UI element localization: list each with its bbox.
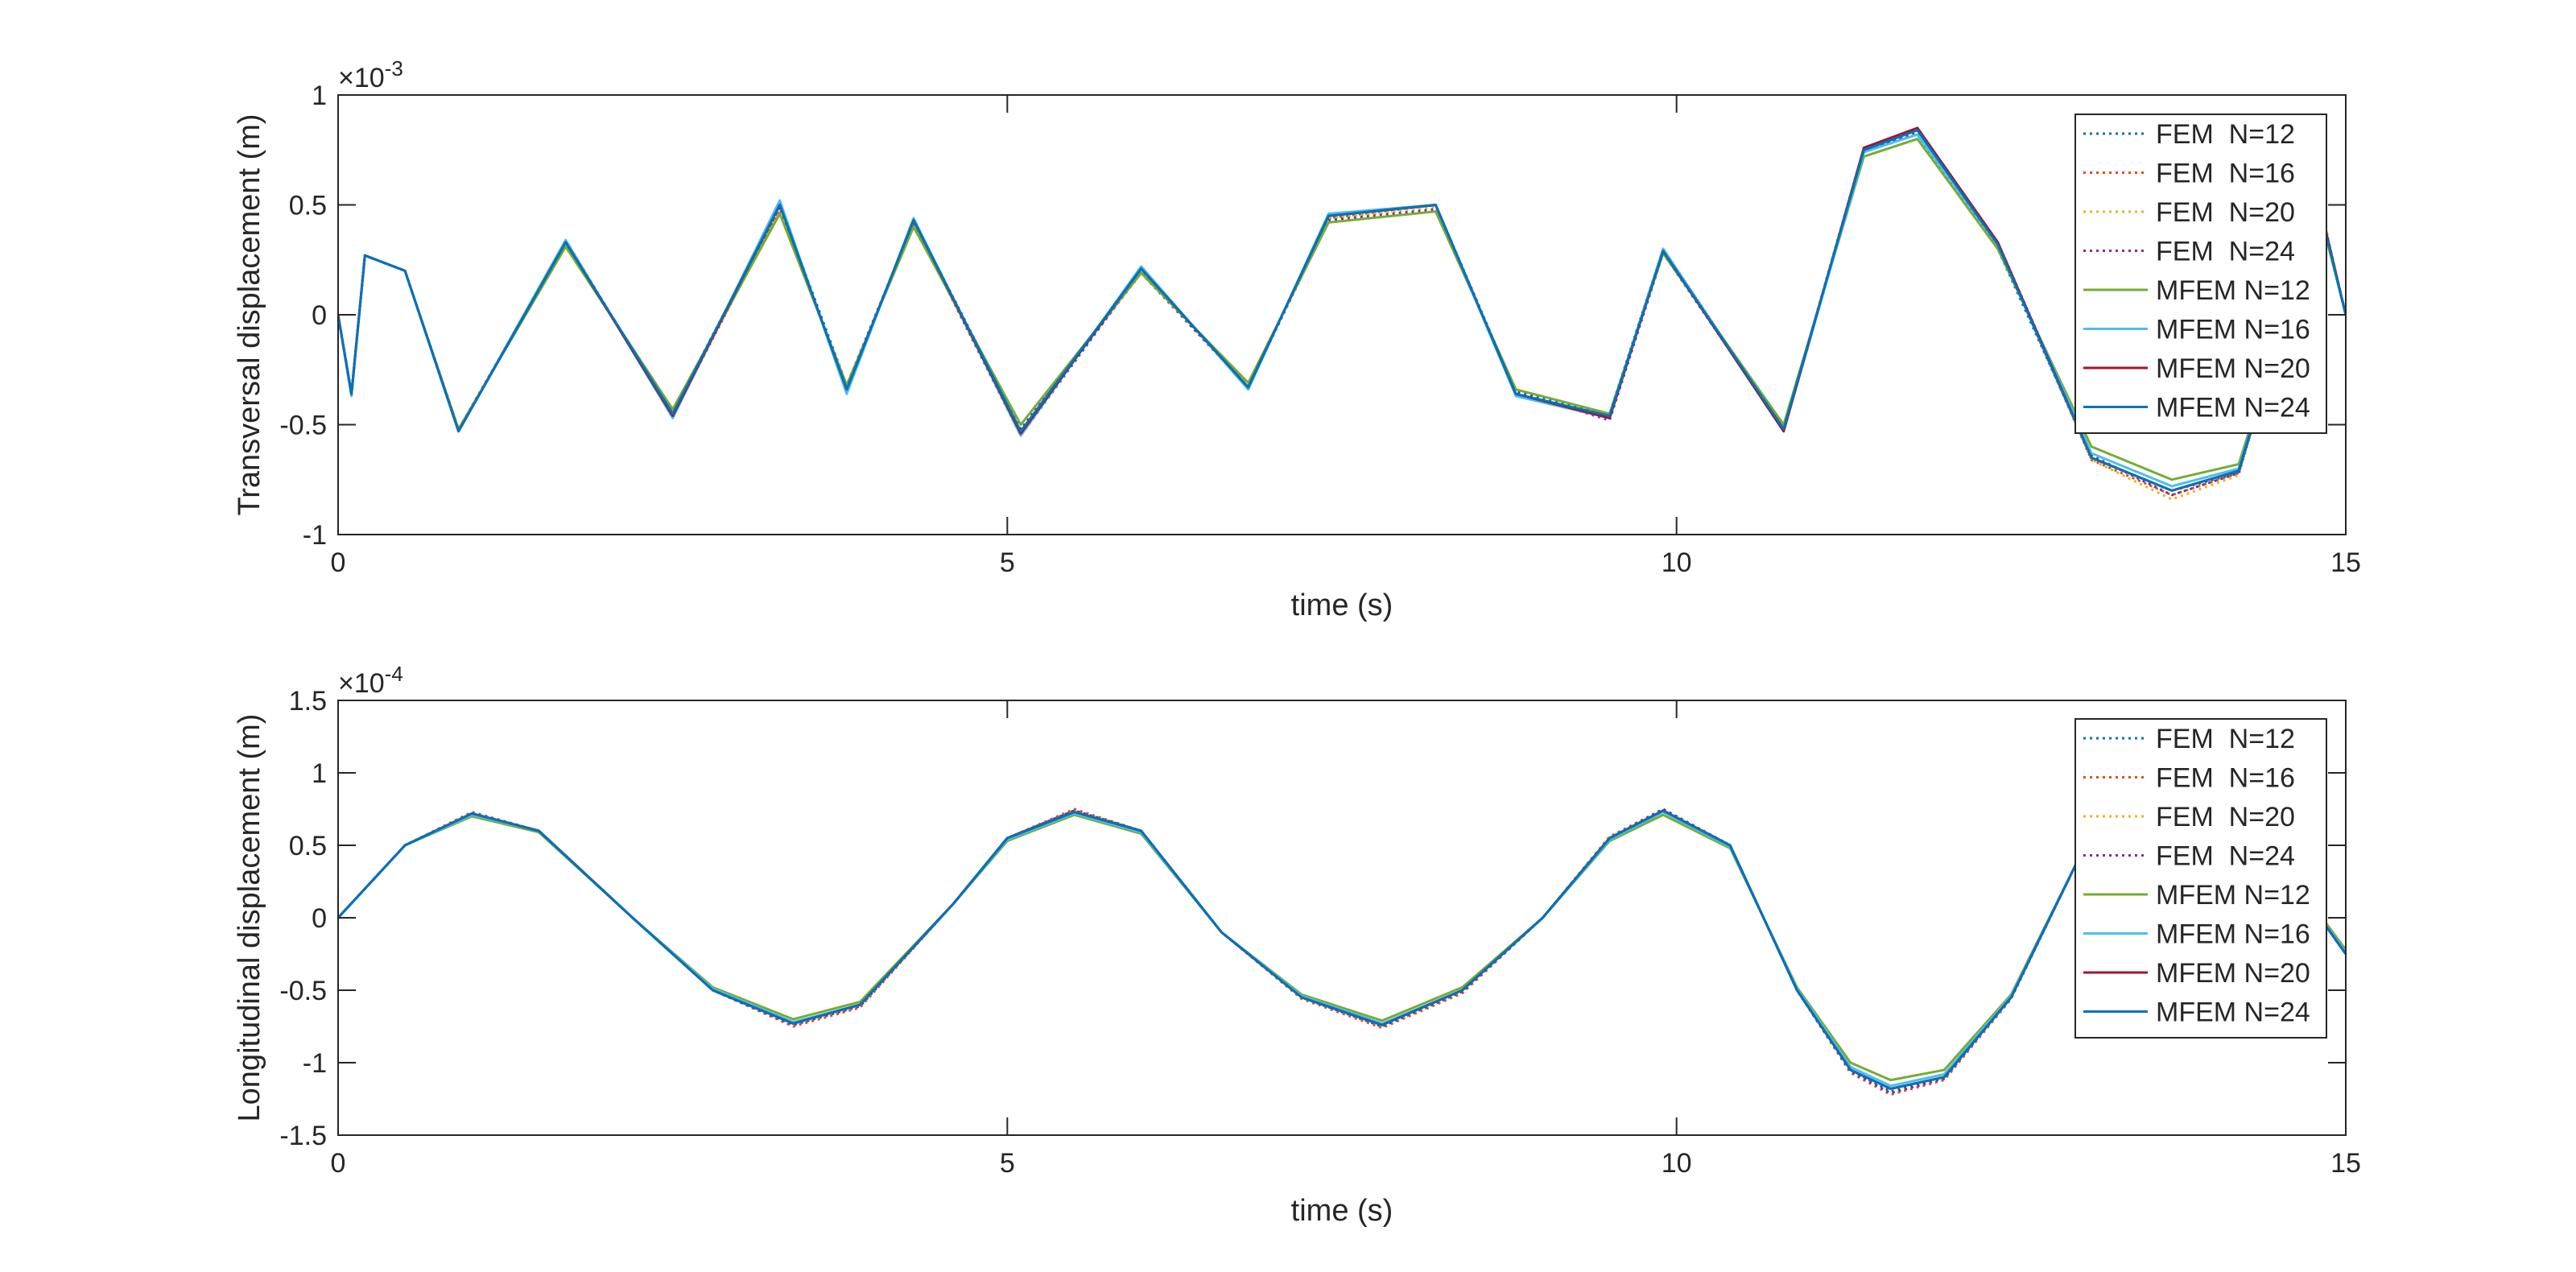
longitudinal-legend-label-mfem-n-12: MFEM N=12 [2156, 880, 2310, 911]
transversal-x-tick-label: 0 [331, 547, 346, 578]
transversal-series-fem-n-20 [338, 129, 2346, 501]
transversal-y-tick-label: 0 [312, 300, 327, 331]
transversal-series-mfem-n-20 [338, 126, 2346, 492]
longitudinal-y-tick-label: -1 [303, 1048, 327, 1079]
transversal-lines [338, 126, 2346, 501]
longitudinal-exponent-base: ×10 [338, 668, 385, 699]
transversal-series-fem-n-16 [338, 129, 2346, 497]
transversal-legend: FEM N=12 FEM N=16 FEM N=20 FEM N=24 MFEM N=1… [2074, 114, 2327, 434]
transversal-legend-label-fem-n-16: FEM N=16 [2156, 159, 2295, 189]
transversal-series-fem-n-12 [338, 133, 2346, 492]
transversal-legend-label-fem-n-20: FEM N=20 [2156, 197, 2295, 228]
longitudinal-legend-label-fem-n-12: FEM N=12 [2156, 724, 2295, 754]
longitudinal-x-tick-label: 0 [331, 1148, 346, 1179]
longitudinal-exponent-power: -4 [385, 662, 403, 686]
longitudinal-lines [338, 807, 2346, 1096]
transversal-series-mfem-n-24 [338, 129, 2346, 492]
transversal-y-tick-label: 1 [312, 81, 327, 111]
longitudinal-y-tick-label: 1.5 [289, 686, 327, 717]
longitudinal-legend: FEM N=12 FEM N=16 FEM N=20 FEM N=24 MFEM N=1… [2074, 718, 2327, 1039]
transversal-y-ticks: -1 -0.5 0 0.5 1 [279, 81, 2346, 551]
transversal-x-tick-label: 5 [1000, 547, 1015, 578]
transversal-y-tick-label: 0.5 [289, 191, 327, 221]
transversal-x-axis-label: time (s) [1291, 589, 1393, 622]
transversal-x-ticks: 0 5 10 15 [331, 95, 2361, 578]
longitudinal-series-fem-n-24 [338, 807, 2346, 1095]
longitudinal-legend-label-mfem-n-16: MFEM N=16 [2156, 919, 2310, 950]
transversal-legend-label-fem-n-24: FEM N=24 [2156, 237, 2295, 267]
transversal-x-tick-label: 15 [2330, 547, 2361, 578]
transversal-y-tick-label: -1 [303, 520, 327, 551]
longitudinal-legend-label-mfem-n-24: MFEM N=24 [2156, 997, 2310, 1028]
transversal-exponent-power: -3 [385, 56, 403, 81]
transversal-series-fem-n-24 [338, 130, 2346, 497]
longitudinal-x-ticks: 0 5 10 15 [331, 700, 2361, 1179]
longitudinal-y-tick-label: 0.5 [289, 831, 327, 861]
longitudinal-legend-label-mfem-n-20: MFEM N=20 [2156, 958, 2310, 989]
longitudinal-x-tick-label: 10 [1662, 1148, 1692, 1179]
transversal-x-tick-label: 10 [1662, 547, 1692, 578]
longitudinal-legend-label-fem-n-20: FEM N=20 [2156, 802, 2295, 832]
longitudinal-y-tick-label: -0.5 [279, 976, 327, 1006]
longitudinal-y-ticks: -1.5 -1 -0.5 0 0.5 1 1.5 [279, 686, 2346, 1151]
transversal-legend-label-mfem-n-24: MFEM N=24 [2156, 393, 2310, 423]
longitudinal-legend-box [2074, 718, 2327, 1039]
transversal-legend-label-mfem-n-20: MFEM N=20 [2156, 353, 2310, 384]
longitudinal-legend-label-fem-n-24: FEM N=24 [2156, 841, 2295, 872]
transversal-series-mfem-n-16 [338, 133, 2346, 488]
transversal-y-axis-label: Transversal displacement (m) [233, 114, 266, 515]
transversal-y-tick-label: -0.5 [279, 411, 327, 441]
transversal-legend-box [2074, 114, 2327, 434]
longitudinal-displacement-chart: 0 5 10 15 -1.5 -1 -0.5 0 0.5 1 1.5 time (s) Longi… [233, 662, 2361, 1228]
transversal-exponent: ×10-3 [338, 56, 403, 93]
longitudinal-series-fem-n-12 [338, 809, 2346, 1093]
longitudinal-axes-box [337, 700, 2347, 1136]
svg-text:×10-3: ×10-3 [338, 56, 403, 93]
transversal-legend-label-mfem-n-12: MFEM N=12 [2156, 275, 2310, 306]
transversal-legend-label-mfem-n-16: MFEM N=16 [2156, 315, 2310, 345]
longitudinal-x-axis-label: time (s) [1291, 1194, 1393, 1228]
transversal-axes-box [337, 94, 2347, 535]
longitudinal-series-fem-n-16 [338, 807, 2346, 1096]
transversal-displacement-chart: 0 5 10 15 -1 -0.5 0 0.5 1 time (s) Transversal … [233, 56, 2361, 622]
longitudinal-y-tick-label: 0 [312, 903, 327, 934]
longitudinal-exponent: ×10-4 [338, 662, 403, 699]
longitudinal-series-mfem-n-24 [338, 809, 2346, 1090]
longitudinal-series-fem-n-20 [338, 807, 2346, 1095]
longitudinal-series-mfem-n-12 [338, 813, 2346, 1082]
transversal-legend-label-fem-n-12: FEM N=12 [2156, 119, 2295, 150]
longitudinal-x-tick-label: 15 [2330, 1148, 2361, 1179]
longitudinal-y-axis-label: Longitudinal displacement (m) [233, 714, 266, 1122]
longitudinal-legend-label-fem-n-16: FEM N=16 [2156, 763, 2295, 794]
longitudinal-y-tick-label: 1 [312, 758, 327, 789]
longitudinal-series-mfem-n-20 [338, 809, 2346, 1090]
longitudinal-y-tick-label: -1.5 [279, 1121, 327, 1151]
longitudinal-series-mfem-n-16 [338, 811, 2346, 1088]
transversal-series-mfem-n-12 [338, 138, 2346, 481]
longitudinal-x-tick-label: 5 [1000, 1148, 1015, 1179]
transversal-exponent-base: ×10 [338, 63, 385, 93]
svg-text:×10-4: ×10-4 [338, 662, 403, 699]
